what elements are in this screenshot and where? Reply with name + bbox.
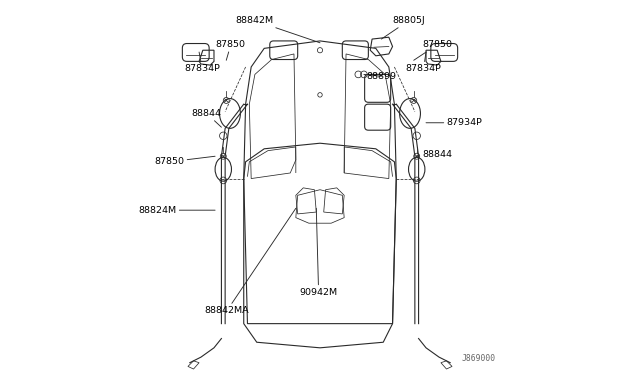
Text: 90942M: 90942M bbox=[300, 208, 338, 296]
Text: 88899: 88899 bbox=[364, 72, 397, 81]
Text: 88824M: 88824M bbox=[138, 206, 215, 215]
Text: 88842M: 88842M bbox=[236, 16, 320, 43]
Text: 88805J: 88805J bbox=[381, 16, 426, 39]
Text: 88842MA: 88842MA bbox=[205, 208, 296, 315]
Text: 87850: 87850 bbox=[154, 156, 215, 166]
Text: 88844: 88844 bbox=[191, 109, 221, 127]
Text: 87934P: 87934P bbox=[426, 118, 483, 127]
Text: J869000: J869000 bbox=[461, 355, 495, 363]
Text: 87850: 87850 bbox=[413, 40, 452, 60]
Text: 87850: 87850 bbox=[216, 40, 246, 60]
Text: 87834P: 87834P bbox=[184, 52, 220, 73]
Text: 87834P: 87834P bbox=[406, 52, 442, 73]
Text: 88844: 88844 bbox=[417, 150, 452, 159]
